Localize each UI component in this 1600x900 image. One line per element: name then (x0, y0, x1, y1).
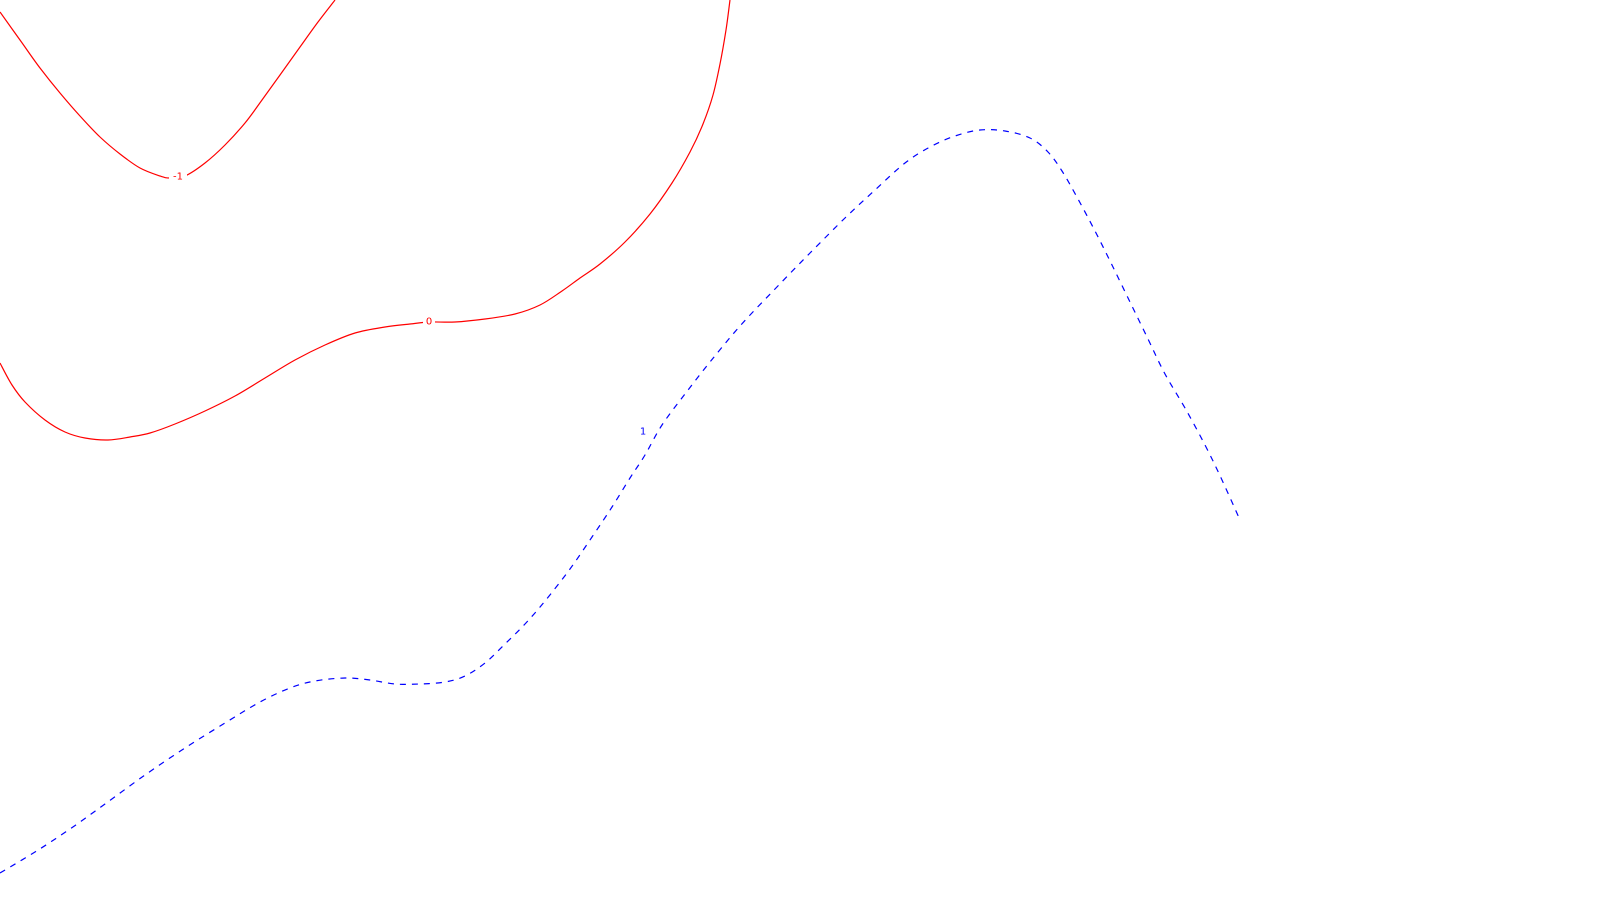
contour-label-background (423, 316, 435, 328)
contour-label-background (637, 426, 649, 438)
contour-label-level-0: 0 (426, 317, 432, 328)
contour-label-background (169, 171, 187, 183)
contour-line-level-neg1 (0, 0, 336, 179)
contour-labels: -1 0 1 (169, 171, 649, 438)
contour-label-level-1: 1 (640, 427, 646, 438)
contour-line-level-0 (0, 0, 731, 441)
contour-lines (0, 0, 1241, 874)
contour-line-level-1 (0, 129, 1241, 874)
contour-label-level-neg1: -1 (173, 172, 183, 183)
